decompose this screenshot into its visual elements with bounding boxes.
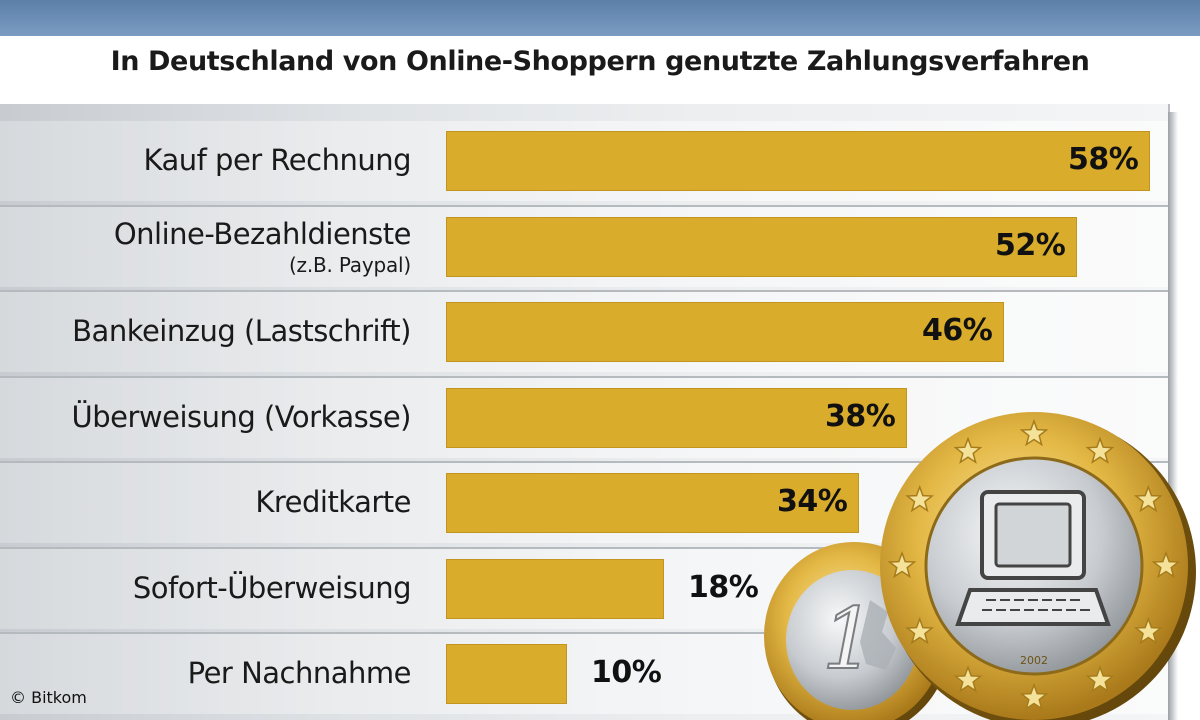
row-separator bbox=[0, 632, 1168, 634]
value-label: 38% bbox=[825, 398, 896, 434]
category-label-text: Sofort-Überweisung bbox=[132, 570, 412, 605]
bar bbox=[446, 558, 664, 619]
value-label: 34% bbox=[777, 484, 848, 519]
row-separator bbox=[0, 546, 1168, 549]
category-label: Kauf per Rechnung bbox=[143, 143, 411, 177]
bar bbox=[446, 387, 907, 448]
category-label: Online-Bezahldienste (z.B. Paypal) bbox=[113, 216, 412, 277]
panel-shadow bbox=[1168, 112, 1178, 720]
bar bbox=[446, 302, 1004, 362]
category-sublabel: (z.B. Paypal) bbox=[288, 252, 411, 277]
chart-subtitle: In Deutschland von Online-Shoppern genut… bbox=[110, 46, 1090, 77]
category-label-text: Online-Bezahldienste bbox=[113, 216, 412, 251]
row-separator bbox=[0, 375, 1168, 378]
copyright-notice: © Bitkom bbox=[10, 688, 87, 707]
row-separator bbox=[0, 204, 1168, 207]
value-label: 46% bbox=[922, 313, 993, 348]
category-label-text: Kreditkarte bbox=[255, 485, 411, 519]
value-label: 10% bbox=[591, 655, 662, 690]
title-strip bbox=[0, 36, 1200, 104]
bar bbox=[446, 216, 1077, 277]
category-label: Sofort-Überweisung bbox=[132, 570, 412, 605]
row-separator bbox=[0, 290, 1168, 292]
value-label: 58% bbox=[1068, 142, 1139, 177]
value-label: 18% bbox=[688, 569, 759, 605]
category-label: Kreditkarte bbox=[255, 485, 411, 519]
bar bbox=[446, 131, 1150, 191]
category-label-text: Per Nachnahme bbox=[187, 656, 412, 690]
category-label-text: Kauf per Rechnung bbox=[143, 143, 411, 177]
category-label-text: Bankeinzug (Lastschrift) bbox=[72, 314, 411, 348]
category-label: Überweisung (Vorkasse) bbox=[71, 400, 411, 434]
value-label: 52% bbox=[995, 227, 1066, 263]
header-band bbox=[0, 0, 1200, 36]
bar bbox=[446, 644, 567, 704]
bar bbox=[446, 473, 859, 533]
row-band bbox=[0, 634, 1168, 714]
row-separator bbox=[0, 461, 1168, 463]
category-label: Per Nachnahme bbox=[187, 656, 412, 690]
category-label: Bankeinzug (Lastschrift) bbox=[72, 314, 411, 348]
category-label-text: Überweisung (Vorkasse) bbox=[71, 399, 411, 434]
